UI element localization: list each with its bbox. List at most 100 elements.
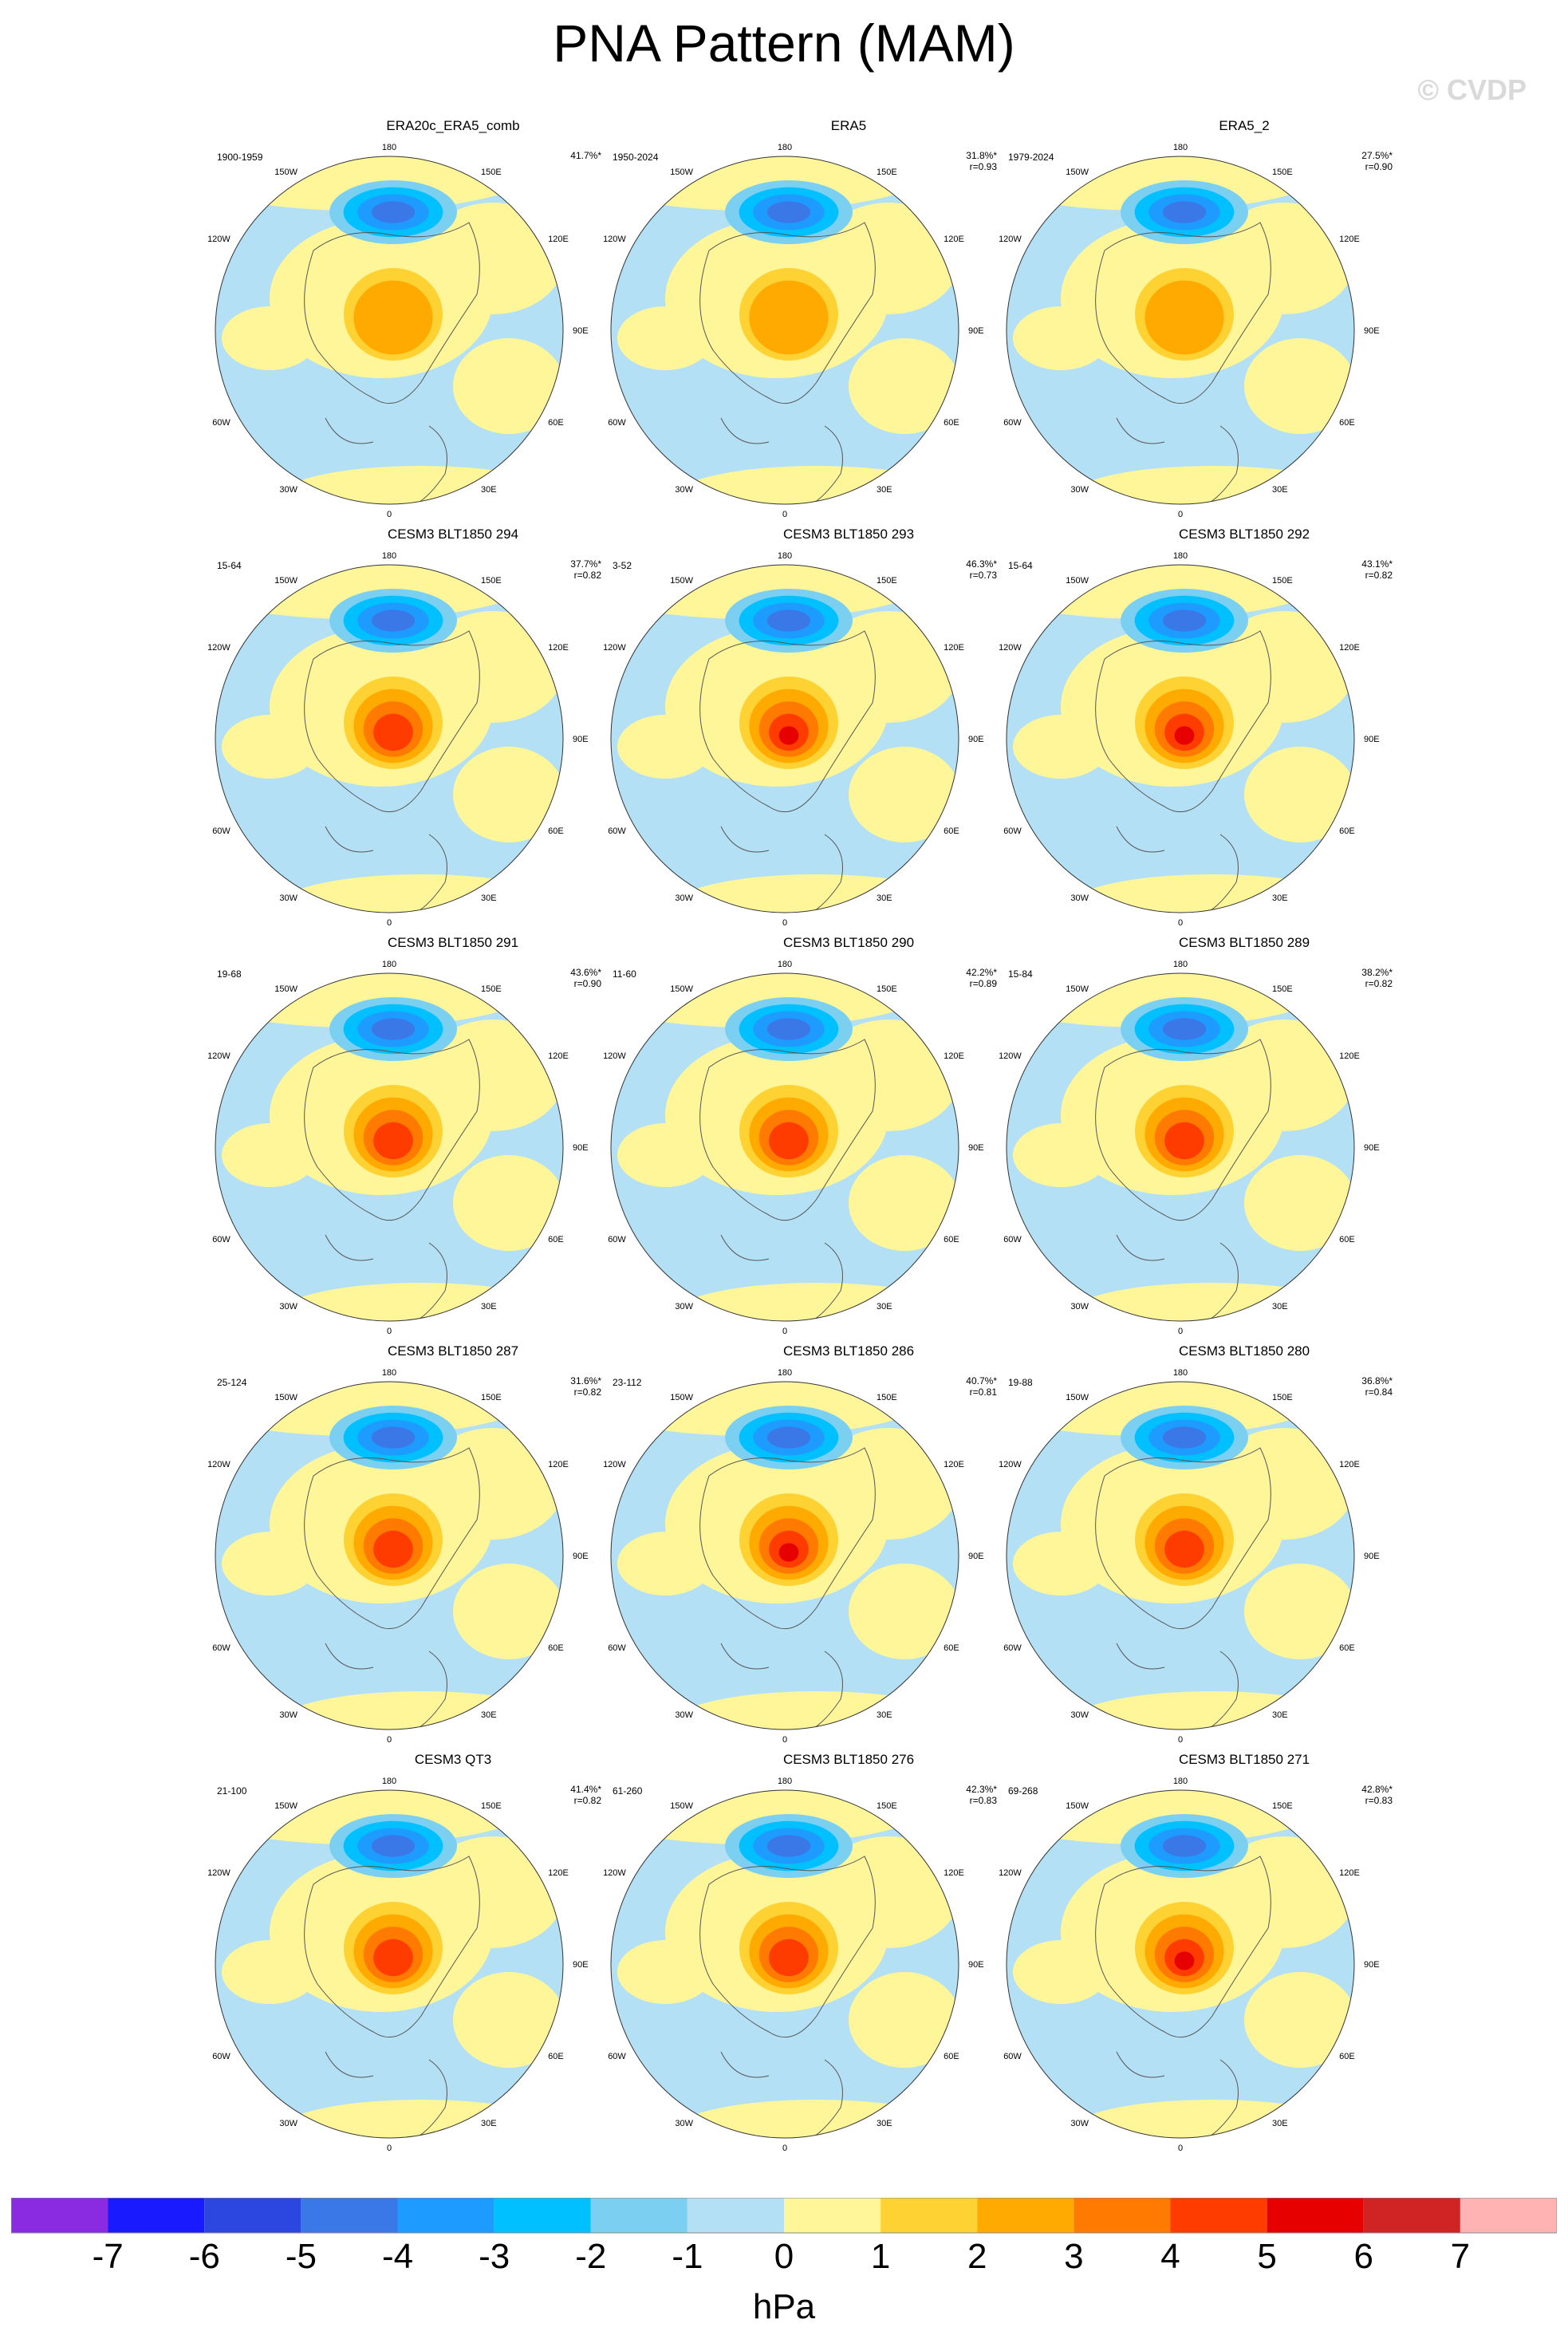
longitude-label: 30E bbox=[1272, 485, 1288, 495]
longitude-label: 90E bbox=[1364, 1143, 1380, 1153]
longitude-label: 0 bbox=[387, 2144, 392, 2151]
longitude-label: 60E bbox=[1339, 826, 1355, 836]
colorbar-tick-label: 1 bbox=[871, 2237, 890, 2276]
map-field bbox=[1007, 156, 1354, 504]
longitude-label: 180 bbox=[382, 1368, 396, 1378]
positive-region bbox=[1013, 1123, 1109, 1187]
panel-correlation: r=0.83 bbox=[969, 1795, 997, 1806]
map-border bbox=[610, 1789, 959, 2139]
panel-stats: 42.2%* r=0.89 bbox=[966, 967, 997, 989]
longitude-label: 60E bbox=[548, 1643, 564, 1653]
longitude-label: 90E bbox=[1364, 1552, 1380, 1561]
longitude-label: 30E bbox=[481, 893, 497, 903]
longitude-label: 30W bbox=[279, 1302, 297, 1311]
panel-years: 25-124 bbox=[217, 1377, 247, 1388]
longitude-label: 0 bbox=[1178, 1327, 1183, 1334]
longitude-label: 60W bbox=[608, 2052, 626, 2061]
longitude-label: 150W bbox=[670, 1801, 693, 1811]
map-panel: CESM3 BLT1850 280 19-88 36.8%* r=0.84 180 150… bbox=[997, 1343, 1491, 1742]
panel-correlation: r=0.93 bbox=[969, 161, 997, 172]
panel-stats: 40.7%* r=0.81 bbox=[966, 1375, 997, 1398]
longitude-label: 0 bbox=[1178, 2144, 1183, 2151]
colorbar-swatch bbox=[1460, 2198, 1557, 2233]
longitude-label: 180 bbox=[1173, 1777, 1188, 1786]
panel-title: CESM3 BLT1850 289 bbox=[1178, 935, 1310, 950]
longitude-label: 180 bbox=[1173, 143, 1188, 152]
coastline bbox=[325, 2051, 447, 2138]
positive-region bbox=[1013, 1940, 1109, 2004]
panel-variance-pct: 41.4%* bbox=[570, 1784, 601, 1795]
low-pressure-contour bbox=[766, 201, 811, 223]
longitude-label: 120E bbox=[1339, 1868, 1360, 1878]
longitude-label: 60W bbox=[608, 418, 626, 428]
panel-title: CESM3 BLT1850 293 bbox=[782, 527, 915, 542]
colorbar-tick-label: -4 bbox=[382, 2237, 413, 2276]
longitude-label: 60E bbox=[1339, 1235, 1355, 1244]
coastline bbox=[699, 1447, 876, 1630]
panel-variance-pct: 43.1%* bbox=[1361, 558, 1393, 570]
panel-stats: 42.3%* r=0.83 bbox=[966, 1784, 997, 1806]
longitude-label: 30E bbox=[877, 893, 892, 903]
longitude-label: 120W bbox=[603, 643, 626, 653]
longitude-label: 150W bbox=[670, 984, 693, 994]
longitude-label: 90W bbox=[206, 326, 207, 336]
longitude-label: 150E bbox=[1272, 984, 1293, 994]
panel-title: CESM3 BLT1850 287 bbox=[387, 1343, 519, 1359]
longitude-label: 120W bbox=[603, 235, 626, 244]
high-pressure-contour bbox=[769, 1939, 809, 1977]
longitude-label: 60W bbox=[608, 1643, 626, 1653]
panel-years: 15-84 bbox=[1008, 968, 1033, 980]
low-pressure-contour bbox=[1162, 1018, 1207, 1040]
map-panel: CESM3 BLT1850 291 19-68 43.6%* r=0.90 180 150… bbox=[206, 935, 700, 1334]
longitude-label: 60W bbox=[212, 418, 230, 428]
longitude-label: 0 bbox=[387, 1327, 392, 1334]
map-border bbox=[610, 972, 959, 1322]
longitude-label: 60W bbox=[1003, 418, 1022, 428]
map-field bbox=[215, 156, 563, 504]
map-panel: CESM3 BLT1850 271 69-268 42.8%* r=0.83 180 15… bbox=[997, 1752, 1491, 2151]
panel-stats: 31.6%* r=0.82 bbox=[570, 1375, 601, 1398]
polar-map: 180 150E 120E 90E 60E 30E 0 30W 60W 90W 120W 150W bbox=[601, 551, 984, 925]
positive-region bbox=[222, 1940, 317, 2004]
colorbar-tick-label: -2 bbox=[575, 2237, 606, 2276]
longitude-label: 150W bbox=[1066, 168, 1089, 177]
panel-stats: 41.7%* bbox=[570, 150, 601, 161]
colorbar-outline bbox=[11, 2198, 1557, 2234]
panel-years: 15-64 bbox=[217, 560, 242, 571]
longitude-label: 30E bbox=[877, 1710, 892, 1720]
colorbar-swatch bbox=[784, 2198, 881, 2233]
polar-map: 180 150E 120E 90E 60E 30E 0 30W 60W 90W 120W 150W bbox=[206, 143, 589, 517]
longitude-label: 120W bbox=[603, 1051, 626, 1061]
longitude-label: 180 bbox=[382, 1777, 396, 1786]
coastline bbox=[325, 826, 447, 913]
longitude-label: 120W bbox=[999, 1051, 1022, 1061]
colorbar-swatch bbox=[11, 2198, 108, 2233]
high-pressure-contour bbox=[373, 1939, 413, 1977]
positive-region bbox=[849, 747, 959, 842]
longitude-label: 90W bbox=[997, 1552, 998, 1561]
longitude-label: 90W bbox=[997, 1143, 998, 1153]
panel-years: 3-52 bbox=[613, 560, 632, 571]
colorbar-swatch bbox=[881, 2198, 978, 2233]
low-pressure-contour bbox=[371, 609, 416, 632]
coastline bbox=[1095, 1447, 1271, 1630]
longitude-label: 150E bbox=[1272, 576, 1293, 586]
positive-region bbox=[617, 1123, 713, 1187]
polar-map: 180 150E 120E 90E 60E 30E 0 30W 60W 90W 120W 150W bbox=[601, 143, 984, 517]
longitude-label: 60E bbox=[944, 2052, 959, 2061]
longitude-label: 60E bbox=[548, 1235, 564, 1244]
colorbar-tick-label: 3 bbox=[1064, 2237, 1083, 2276]
colorbar-swatch bbox=[1363, 2198, 1460, 2233]
panel-variance-pct: 46.3%* bbox=[966, 558, 997, 570]
panel-stats: 31.8%* r=0.93 bbox=[966, 150, 997, 172]
longitude-label: 120E bbox=[944, 1460, 964, 1469]
longitude-label: 30W bbox=[675, 1302, 693, 1311]
longitude-label: 120W bbox=[207, 1868, 230, 1878]
positive-region bbox=[617, 1940, 713, 2004]
longitude-label: 60E bbox=[944, 826, 959, 836]
coastline bbox=[1116, 2051, 1239, 2138]
polar-map: 180 150E 120E 90E 60E 30E 0 30W 60W 90W 120W 150W bbox=[997, 551, 1380, 925]
coastline bbox=[1095, 222, 1271, 404]
longitude-label: 180 bbox=[1173, 1368, 1188, 1378]
panel-correlation: r=0.81 bbox=[969, 1386, 997, 1398]
